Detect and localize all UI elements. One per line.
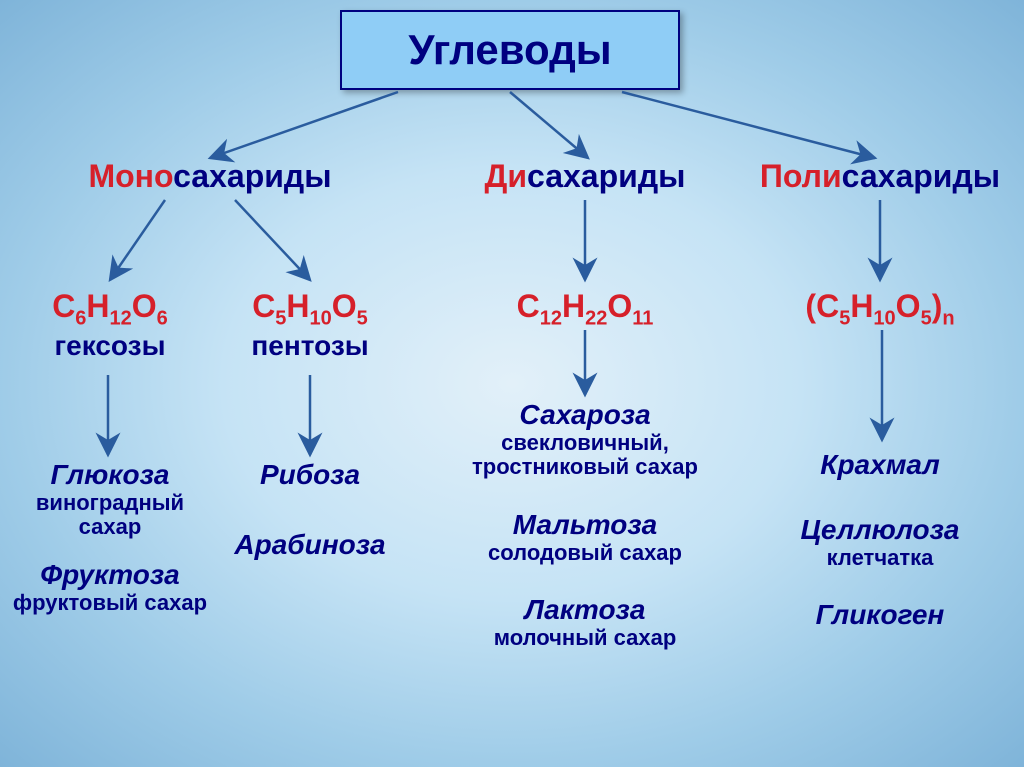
item-fructose: Фруктоза фруктовый сахар bbox=[10, 560, 210, 615]
formula-di: C12H22O11 bbox=[475, 290, 695, 328]
item-glycogen: Гликоген bbox=[770, 600, 990, 631]
item-lactose: Лактоза молочный сахар bbox=[445, 595, 725, 650]
category-mono: Моносахариды bbox=[60, 160, 360, 194]
di-prefix: Ди bbox=[485, 158, 527, 194]
item-cellulose: Целлюлоза клетчатка bbox=[770, 515, 990, 570]
arrow bbox=[510, 92, 588, 158]
arrow bbox=[210, 92, 398, 158]
page-title: Углеводы bbox=[408, 26, 611, 74]
poly-suffix: сахариды bbox=[842, 158, 1000, 194]
category-di: Дисахариды bbox=[455, 160, 715, 194]
item-arabinose: Арабиноза bbox=[210, 530, 410, 561]
item-starch: Крахмал bbox=[770, 450, 990, 481]
item-name: Глюкоза bbox=[51, 459, 170, 490]
item-maltose: Мальтоза солодовый сахар bbox=[445, 510, 725, 565]
arrows-layer bbox=[0, 0, 1024, 767]
formula-poly: (C5H10O5)n bbox=[770, 290, 990, 328]
item-name: Лактоза bbox=[525, 594, 646, 625]
category-poly: Полисахариды bbox=[735, 160, 1024, 194]
item-sucrose: Сахароза свекловичный, тростниковый саха… bbox=[445, 400, 725, 479]
title-box: Углеводы bbox=[340, 10, 680, 90]
arrow bbox=[622, 92, 875, 158]
item-sub: фруктовый сахар bbox=[10, 591, 210, 615]
item-name: Мальтоза bbox=[513, 509, 657, 540]
item-name: Крахмал bbox=[820, 449, 940, 480]
di-suffix: сахариды bbox=[527, 158, 685, 194]
item-sub: клетчатка bbox=[770, 546, 990, 570]
item-name: Фруктоза bbox=[40, 559, 180, 590]
arrow bbox=[110, 200, 165, 280]
item-sub: молочный сахар bbox=[445, 626, 725, 650]
formula-pentose: C5H10O5 bbox=[230, 290, 390, 328]
item-name: Гликоген bbox=[816, 599, 945, 630]
item-name: Рибоза bbox=[260, 459, 360, 490]
mono-prefix: Моно bbox=[88, 158, 173, 194]
arrow bbox=[235, 200, 310, 280]
formula-hexose: C6H12O6 bbox=[30, 290, 190, 328]
label-pentose: пентозы bbox=[230, 330, 390, 362]
item-name: Арабиноза bbox=[234, 529, 385, 560]
mono-suffix: сахариды bbox=[173, 158, 331, 194]
poly-prefix: Поли bbox=[760, 158, 842, 194]
item-ribose: Рибоза bbox=[220, 460, 400, 491]
item-name: Целлюлоза bbox=[800, 514, 959, 545]
item-name: Сахароза bbox=[519, 399, 650, 430]
item-sub: виноградный сахар bbox=[10, 491, 210, 539]
label-hexose: гексозы bbox=[30, 330, 190, 362]
item-glucose: Глюкоза виноградный сахар bbox=[10, 460, 210, 539]
item-sub: свекловичный, тростниковый сахар bbox=[445, 431, 725, 479]
item-sub: солодовый сахар bbox=[445, 541, 725, 565]
